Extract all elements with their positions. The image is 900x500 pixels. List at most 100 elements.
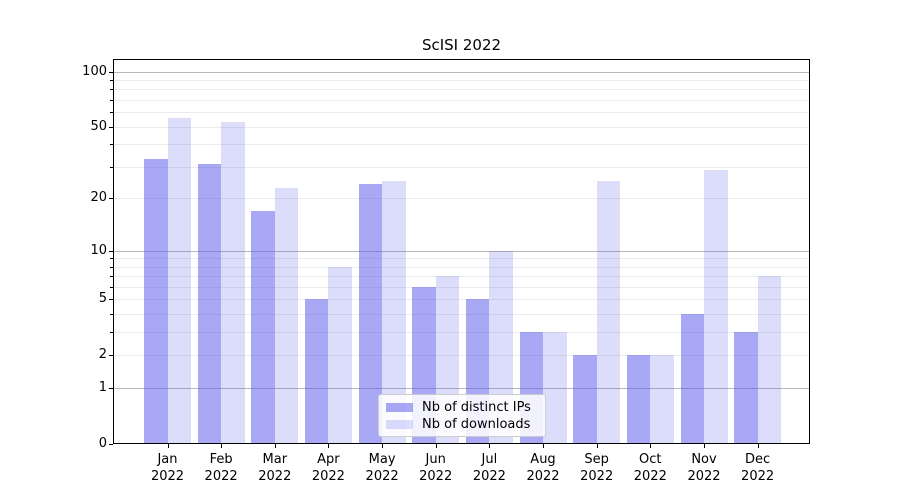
x-tick-label-dec: Dec 2022 [741, 452, 775, 484]
bar-nov-downloads [704, 169, 728, 444]
y-tick-5 [109, 299, 113, 301]
x-tick-may [382, 444, 384, 448]
bar-dec-distinct-ips [734, 332, 758, 444]
gridline-minor-70 [113, 100, 810, 101]
gridline-minor-2 [113, 355, 810, 357]
gridline-minor-7 [113, 276, 810, 278]
x-tick-nov [704, 444, 705, 448]
x-tick-aug [543, 444, 544, 448]
legend-swatch-downloads [386, 420, 413, 429]
x-tick-apr [328, 444, 330, 448]
y-tick-2 [109, 355, 113, 357]
gridline-minor-5 [113, 299, 810, 301]
y-tick-100 [109, 71, 113, 73]
spine-bottom [113, 443, 810, 444]
x-tick-label-nov: Nov 2022 [687, 452, 721, 484]
x-tick-oct [650, 444, 652, 448]
bar-apr-downloads [328, 266, 352, 444]
y-minortick-80 [110, 89, 113, 91]
x-tick-sep [596, 444, 598, 448]
gridline-major-100 [113, 71, 810, 73]
gridline-minor-90 [113, 80, 810, 81]
y-minortick-7 [110, 276, 113, 278]
y-tick-label-0: 0 [98, 436, 107, 451]
x-tick-jan [167, 444, 169, 448]
bar-aug-downloads [543, 332, 567, 444]
x-tick-mar [274, 444, 276, 448]
legend-label-distinct-ips: Nb of distinct IPs [422, 400, 531, 415]
y-minortick-60 [110, 112, 113, 114]
bar-jan-distinct-ips [144, 159, 168, 444]
y-tick-1 [109, 388, 113, 390]
y-minortick-4 [110, 314, 113, 316]
y-minortick-90 [110, 80, 113, 81]
gridline-minor-6 [113, 287, 810, 288]
y-tick-label-1: 1 [98, 380, 107, 396]
spine-right [809, 59, 810, 444]
y-minortick-6 [110, 287, 113, 288]
y-minortick-9 [110, 258, 113, 260]
x-tick-label-jan: Jan 2022 [150, 452, 185, 484]
y-tick-label-5: 5 [98, 291, 107, 307]
gridline-major-10 [113, 250, 810, 252]
bar-may-distinct-ips [358, 184, 383, 444]
y-tick-label-2: 2 [98, 347, 107, 363]
y-tick-label-100: 100 [82, 63, 107, 79]
bar-feb-downloads [221, 122, 245, 444]
bar-oct-distinct-ips [626, 355, 651, 444]
x-tick-jul [489, 444, 491, 448]
gridline-minor-9 [113, 258, 810, 260]
gridline-major-1 [113, 388, 810, 390]
gridline-minor-50 [113, 126, 810, 128]
bar-mar-downloads [274, 187, 299, 444]
y-tick-label-50: 50 [90, 118, 107, 134]
y-minortick-8 [110, 266, 113, 268]
bar-mar-distinct-ips [251, 210, 275, 444]
bar-dec-downloads [757, 276, 782, 444]
x-tick-label-feb: Feb 2022 [204, 452, 238, 484]
bar-feb-distinct-ips [197, 164, 222, 444]
y-tick-0 [109, 444, 113, 445]
y-minortick-40 [110, 144, 113, 146]
y-tick-50 [109, 126, 113, 128]
gridline-minor-80 [113, 89, 810, 91]
gridline-minor-40 [113, 144, 810, 146]
x-tick-label-aug: Aug 2022 [526, 452, 560, 484]
y-minortick-3 [110, 332, 113, 334]
gridline-minor-3 [113, 332, 810, 334]
bar-sep-distinct-ips [573, 355, 597, 444]
bar-jan-downloads [167, 117, 191, 444]
spine-left [113, 59, 114, 444]
bar-nov-distinct-ips [680, 314, 704, 444]
spine-top [113, 59, 810, 60]
legend-swatch-distinct-ips [386, 403, 413, 412]
gridline-minor-30 [113, 166, 810, 168]
x-tick-label-jul: Jul 2022 [472, 452, 506, 484]
x-tick-label-oct: Oct 2022 [633, 452, 667, 484]
x-tick-label-may: May 2022 [365, 452, 399, 484]
bar-apr-distinct-ips [304, 299, 329, 444]
y-minortick-70 [110, 100, 113, 101]
y-tick-label-20: 20 [90, 190, 107, 206]
x-tick-jun [435, 444, 437, 448]
x-tick-feb [221, 444, 223, 448]
y-tick-label-10: 10 [90, 242, 107, 258]
bar-oct-downloads [650, 355, 674, 444]
x-tick-label-mar: Mar 2022 [258, 452, 292, 484]
y-minortick-30 [110, 166, 113, 168]
y-tick-20 [109, 198, 113, 200]
plot-area [113, 59, 810, 444]
x-tick-dec [757, 444, 759, 448]
x-tick-label-apr: Apr 2022 [311, 452, 345, 484]
x-tick-label-sep: Sep 2022 [580, 452, 614, 484]
bar-sep-downloads [596, 181, 621, 444]
gridline-minor-4 [113, 314, 810, 316]
gridline-minor-20 [113, 198, 810, 200]
gridline-minor-60 [113, 112, 810, 114]
x-tick-label-jun: Jun 2022 [419, 452, 453, 484]
legend-item-distinct-ips: Nb of distinct IPs [386, 399, 545, 416]
legend-label-downloads: Nb of downloads [422, 417, 531, 432]
bar-may-downloads [382, 181, 406, 444]
chart-title: ScISI 2022 [421, 36, 502, 54]
